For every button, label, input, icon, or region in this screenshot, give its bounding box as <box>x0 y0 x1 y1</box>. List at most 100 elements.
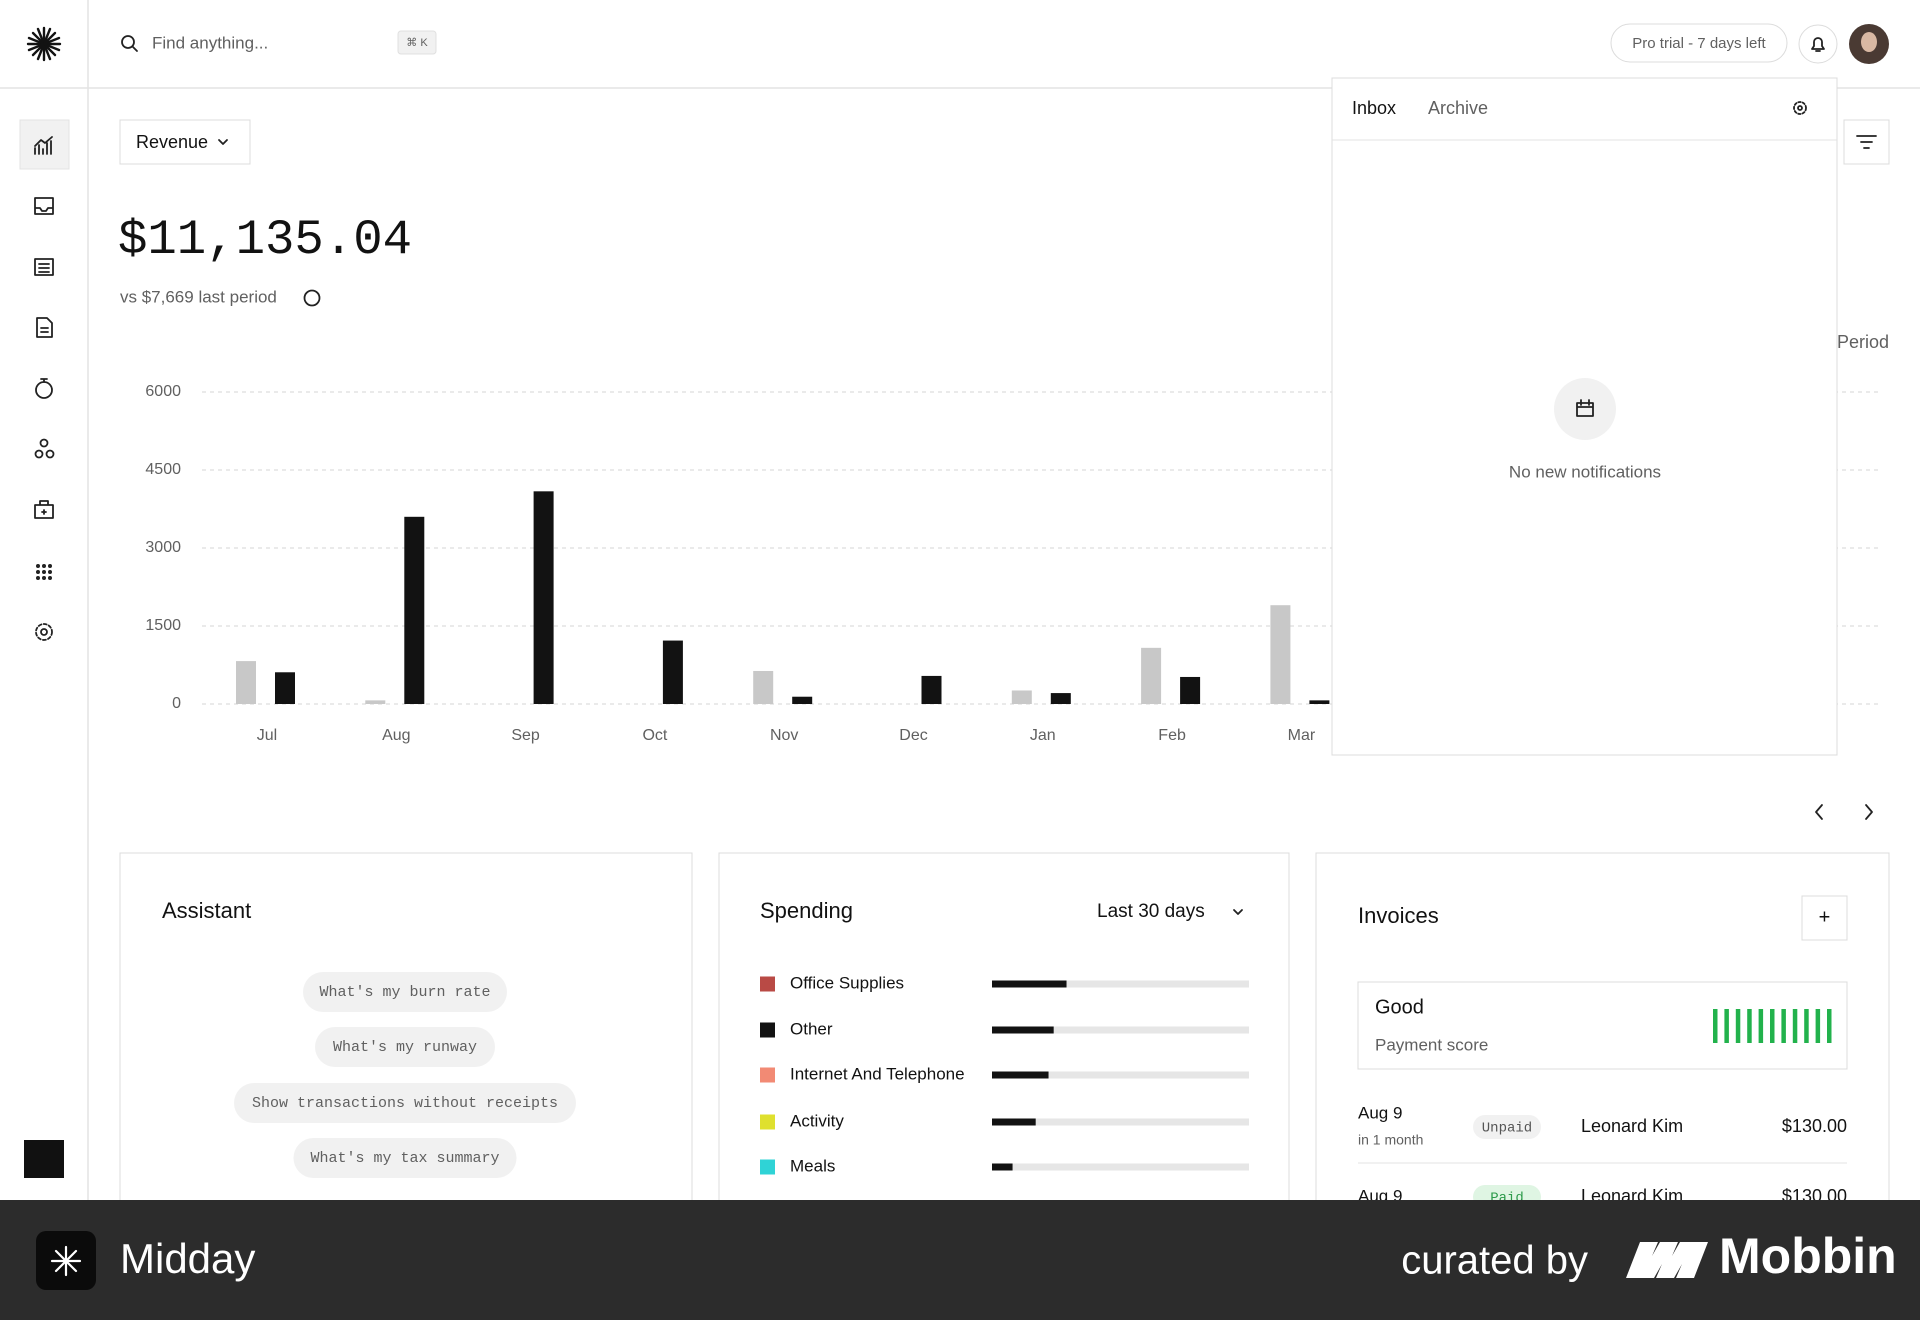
suggestion-text: What's my tax summary <box>310 1150 499 1167</box>
spending-list: Office Supplies Other Internet And Telepho… <box>760 973 1249 1175</box>
spending-title: Spending <box>760 898 853 923</box>
score-bar <box>1747 1009 1752 1043</box>
chevron <box>1233 909 1243 915</box>
filter-button[interactable] <box>1843 119 1890 165</box>
score-bars <box>1713 1009 1832 1043</box>
y-tick-label: 6000 <box>145 383 181 400</box>
nav-overview[interactable] <box>34 136 53 155</box>
category-swatch <box>760 976 775 992</box>
info-icon[interactable] <box>303 289 321 307</box>
next-button[interactable] <box>1865 804 1873 820</box>
suggestion-chip[interactable] <box>303 972 507 1012</box>
trial-text: Pro trial - 7 days left <box>1632 35 1766 52</box>
period-label: Period <box>1837 332 1889 352</box>
nav-customers[interactable] <box>34 438 55 459</box>
shortcut: ⌘ K <box>406 37 428 49</box>
add-invoice-button[interactable] <box>1801 895 1848 941</box>
score-bar <box>1815 1009 1821 1043</box>
score-bar <box>1735 1009 1741 1043</box>
nav-apps[interactable] <box>36 564 52 580</box>
bell-icon <box>1811 37 1825 52</box>
suggestion-chip[interactable] <box>234 1083 576 1123</box>
category-track <box>992 1118 1249 1126</box>
suggestion-text: What's my burn rate <box>319 984 490 1001</box>
bell-button[interactable] <box>1798 24 1838 64</box>
status-pill <box>1473 1115 1541 1139</box>
score-caption: Payment score <box>1375 1035 1488 1054</box>
category-swatch <box>760 1067 775 1083</box>
bar <box>1050 693 1071 704</box>
trial-pill[interactable] <box>1610 23 1788 63</box>
category-bar <box>992 1071 1049 1079</box>
prev-button[interactable] <box>1815 804 1823 820</box>
category-swatch <box>760 1114 775 1130</box>
revenue-comparison: vs $7,669 last period <box>120 287 277 306</box>
spending-range[interactable]: Last 30 days <box>1097 901 1205 922</box>
category-label: Activity <box>790 1111 844 1130</box>
mobbin-mark <box>1626 1242 1708 1278</box>
nav-invoices[interactable] <box>36 317 53 338</box>
tab-inbox[interactable]: Inbox <box>1352 98 1396 118</box>
bar <box>753 670 774 704</box>
footer-app: Midday <box>120 1235 255 1282</box>
score-bar <box>1804 1009 1809 1043</box>
nav-transactions[interactable] <box>34 258 54 276</box>
category-label: Office Supplies <box>790 973 904 992</box>
invoices-title: Invoices <box>1358 903 1439 928</box>
avatar-face <box>1861 32 1877 52</box>
bar <box>1180 676 1201 704</box>
bar <box>1309 700 1330 704</box>
category-label: Other <box>790 1019 833 1038</box>
notifications-panel: Inbox Archive No new notifications <box>1331 77 1838 756</box>
revenue-total: $11,135.04 <box>118 212 412 268</box>
category-swatch <box>760 1022 775 1038</box>
invoice-due: in 1 month <box>1358 1132 1423 1148</box>
x-tick-label: Jan <box>1030 727 1056 744</box>
revenue-selector[interactable] <box>119 119 251 165</box>
footer-logo-mark <box>50 1245 82 1277</box>
bar <box>365 700 386 704</box>
nav-vault[interactable] <box>34 500 54 519</box>
suggestion-chip[interactable] <box>315 1027 495 1067</box>
search[interactable]: Find anything... ⌘ K <box>121 30 437 55</box>
nav-tracker-dial <box>35 381 53 399</box>
bar <box>1141 647 1162 704</box>
invoice-amount: $130.00 <box>1782 1116 1847 1136</box>
team-badge[interactable] <box>24 1140 64 1178</box>
score-bar <box>1792 1009 1798 1043</box>
category-track <box>992 1026 1249 1034</box>
panel-settings[interactable] <box>1793 101 1807 115</box>
y-tick-label: 0 <box>172 695 181 712</box>
invoice-date: Aug 9 <box>1358 1103 1402 1122</box>
score-bar <box>1713 1009 1718 1043</box>
score-bar <box>1770 1009 1775 1043</box>
nav-inbox[interactable] <box>34 197 54 215</box>
x-tick-label: Feb <box>1158 727 1186 744</box>
x-tick-label: Nov <box>770 727 798 744</box>
category-label: Internet And Telephone <box>790 1064 965 1083</box>
y-tick-label: 4500 <box>145 461 181 478</box>
x-tick-label: Mar <box>1288 727 1316 744</box>
bar <box>275 672 295 704</box>
empty-icon-bg <box>1554 378 1616 440</box>
invoice-status: Unpaid <box>1482 1121 1532 1137</box>
suggestion-chip[interactable] <box>293 1138 517 1178</box>
nav-settings[interactable] <box>35 623 53 641</box>
empty-icon <box>1576 399 1594 417</box>
bar <box>1270 605 1291 704</box>
chevron <box>218 139 228 145</box>
x-tick-label: Sep <box>511 727 540 744</box>
score-bar <box>1724 1009 1729 1043</box>
search-placeholder: Find anything... <box>152 33 268 52</box>
bar <box>921 675 942 704</box>
tab-archive[interactable]: Archive <box>1428 98 1488 118</box>
spending-card <box>718 852 1290 1254</box>
score-bar <box>1758 1009 1764 1043</box>
score-label: Good <box>1375 996 1424 1018</box>
category-label: Meals <box>790 1156 835 1175</box>
bar <box>236 661 256 704</box>
bar <box>792 696 813 704</box>
footer-brand: Mobbin <box>1719 1228 1897 1284</box>
app-logo[interactable] <box>26 26 62 62</box>
